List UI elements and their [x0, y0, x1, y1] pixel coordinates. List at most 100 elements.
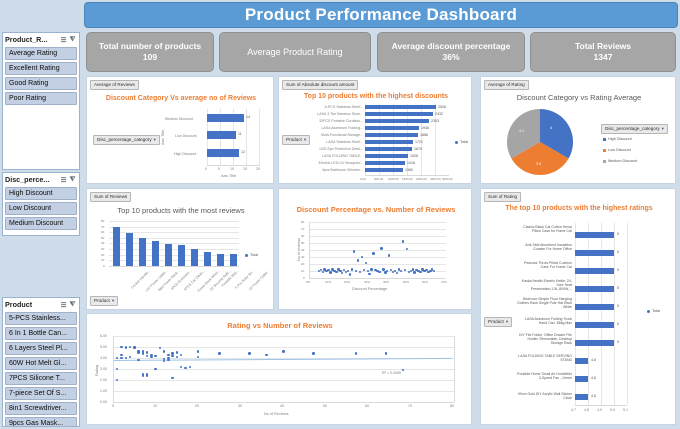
scatter-point [120, 356, 123, 360]
chart-title: The top 10 products with the highest rat… [505, 205, 653, 212]
scatter-point [407, 270, 410, 273]
scatter-point [360, 255, 364, 259]
scatter-point [327, 269, 330, 272]
y-tick: 3.00 [100, 367, 107, 371]
y-tick: 0 [103, 263, 105, 268]
scatter-point [145, 374, 149, 377]
slicer-item[interactable]: 6 In 1 Bottle Can... [5, 327, 77, 340]
category-label: Peacock Throw Pillow Cushion Case For Ho… [524, 261, 572, 270]
scatter-point [358, 270, 362, 273]
product-slicer[interactable]: Product ☰ ⧨ 5-PCS Stainless... 6 In 1 Bo… [2, 297, 80, 427]
scatter-point [154, 354, 157, 357]
scatter-point [317, 269, 320, 273]
scatter-point [188, 365, 191, 368]
bar [207, 131, 236, 139]
scatter-point [427, 270, 430, 273]
field-button-sum-of-reviews[interactable]: Sum of Reviews [90, 192, 132, 202]
scatter-point [354, 269, 358, 273]
gridline [309, 243, 446, 244]
slicer-item[interactable]: 6 Layers Steel Pl... [5, 342, 77, 355]
scatter-point [329, 271, 332, 274]
scatter-point [162, 357, 166, 361]
data-label: 5 [617, 286, 619, 290]
slicer-item[interactable]: Poor Rating [5, 92, 77, 105]
scatter-point [423, 269, 426, 273]
scatter-point [116, 378, 119, 382]
clear-filter-icon[interactable]: ⧨ [69, 300, 76, 308]
data-label: 1526 [410, 153, 418, 158]
product-rating-slicer[interactable]: Product_R... ☰ ⧨ Average Rating Excellen… [2, 32, 80, 170]
scatter-point [325, 269, 328, 273]
gridline [109, 237, 239, 239]
scatter-point [197, 355, 200, 359]
category-label: LASA 3 Tier Bamboo Shoe... [317, 112, 363, 116]
y-tick: 80 [101, 219, 105, 223]
filter-button-product[interactable]: Product ▾ [90, 296, 119, 306]
multi-select-icon[interactable]: ☰ [60, 301, 67, 309]
slicer-item[interactable]: Medium Discount [5, 217, 77, 230]
scatter-point [248, 352, 251, 355]
y-tick: 5.00 [100, 345, 107, 349]
scatter-point [180, 365, 183, 368]
slicer-item[interactable]: 7-piece Set Of S... [5, 387, 77, 400]
category-label: 5-PCS Stainless Steel... [324, 105, 363, 109]
slicer-item[interactable]: 60W Hot Melt Gl... [5, 357, 77, 370]
slicer-item[interactable]: 8in1 Screwdriver... [5, 402, 77, 415]
filter-button-disc-category[interactable]: Disc_percentage_category ▾ [601, 124, 668, 134]
gridline [421, 104, 422, 175]
data-label: 5 [617, 250, 619, 254]
x-tick: 60% [422, 280, 429, 284]
slicer-item[interactable]: 9pcs Gas Mask... [5, 417, 77, 426]
scatter-point [390, 269, 393, 272]
gridline [407, 104, 408, 175]
gridline [109, 254, 239, 256]
slicer-item[interactable]: 7PCS Silicone T... [5, 372, 77, 385]
slicer-item[interactable]: Low Discount [5, 202, 77, 215]
x-tick: 0 [112, 404, 114, 408]
gridline [309, 257, 446, 258]
clear-filter-icon[interactable]: ⧨ [69, 35, 76, 43]
x-tick: 10 [153, 404, 157, 408]
slicer-item[interactable]: High Discount [5, 187, 77, 200]
slicer-item[interactable]: Average Rating [5, 47, 77, 60]
y-tick: 0 [303, 276, 305, 280]
slicer-item[interactable]: 5-PCS Stainless... [5, 312, 77, 325]
field-button-sum-absolute-discount[interactable]: Sum of Absolute discount amount [282, 80, 359, 90]
x-tick: 60 [365, 404, 369, 408]
x-tick: 10 [230, 167, 234, 171]
y-tick: 50 [301, 241, 305, 245]
slicer-item[interactable]: Good Rating [5, 77, 77, 90]
field-button-average-of-rating[interactable]: Average of Rating [484, 80, 529, 90]
bar [113, 227, 120, 266]
dashboard-title: Product Performance Dashboard [84, 2, 678, 28]
legend-swatch [245, 253, 248, 257]
x-tick: 0.00 [360, 177, 366, 181]
discount-percentage-slicer[interactable]: Disc_perce... ☰ ⧨ High Discount Low Disc… [2, 172, 80, 236]
bar [139, 237, 146, 266]
filter-button-disc-category[interactable]: Disc_percentage_category ▾ [93, 135, 160, 145]
scatter-point [344, 270, 348, 273]
scatter-point [399, 269, 403, 273]
scatter-point [343, 269, 346, 272]
clear-filter-icon[interactable]: ⧨ [69, 175, 76, 183]
filter-button-product[interactable]: Product ▾ [282, 135, 311, 145]
y-tick: 1.00 [100, 389, 107, 393]
scatter-point [162, 350, 166, 353]
scatter-point [171, 354, 174, 357]
slicer-item[interactable]: Excellent Rating [5, 62, 77, 75]
scatter-point [124, 346, 127, 350]
bar [365, 126, 419, 130]
field-button-average-of-reviews[interactable]: Average of Reviews [90, 80, 139, 90]
y-tick: 50 [101, 235, 105, 240]
field-button-sum-of-rating[interactable]: Sum of Rating [484, 192, 522, 202]
bar [575, 268, 614, 274]
scatter-point [391, 270, 395, 273]
plot-area: 80 70 60 50 40 30 20 10 0 0% 10% 20% 30%… [279, 189, 473, 311]
scatter-point [124, 356, 127, 360]
multi-select-icon[interactable]: ☰ [60, 176, 67, 184]
gridline [588, 223, 589, 405]
multi-select-icon[interactable]: ☰ [60, 36, 67, 44]
filter-button-product[interactable]: Product ▾ [484, 317, 513, 327]
scatter-point [150, 353, 153, 356]
bar [217, 254, 224, 266]
